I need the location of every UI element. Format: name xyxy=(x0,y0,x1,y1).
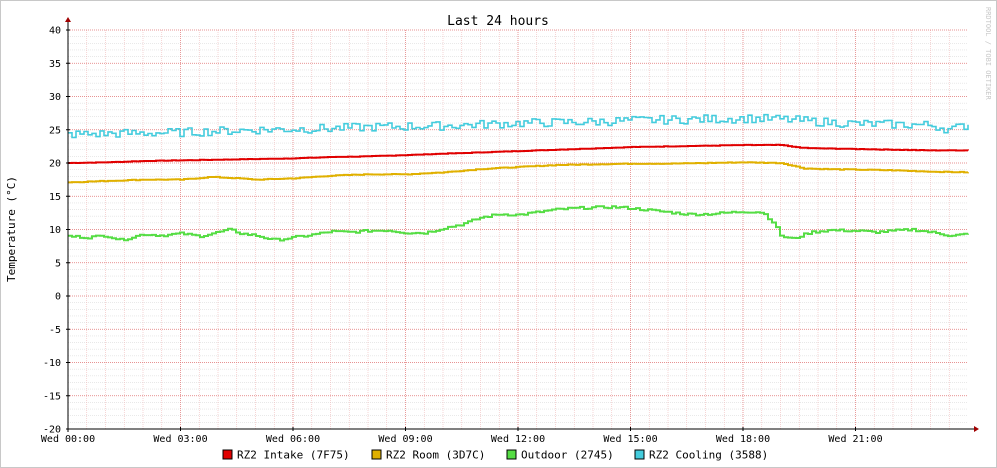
series-line-2 xyxy=(68,161,969,184)
y-tick-label: -5 xyxy=(49,325,61,336)
y-tick-label: 25 xyxy=(49,125,61,136)
x-tick-label: Wed 00:00 xyxy=(41,434,95,445)
y-tick-label: 40 xyxy=(49,26,61,37)
legend-swatch-1 xyxy=(222,449,233,460)
y-axis-label: Temperature (°C) xyxy=(5,176,18,282)
rrdtool-watermark: RRDTOOL / TOBI OETIKER xyxy=(984,7,992,101)
y-tick-label: 15 xyxy=(49,192,61,203)
y-tick-label: 35 xyxy=(49,59,61,70)
y-tick-label: -20 xyxy=(43,425,61,436)
legend-swatch-3 xyxy=(506,449,517,460)
series-layer xyxy=(68,113,969,242)
series-line-3 xyxy=(68,205,969,242)
x-tick-label: Wed 18:00 xyxy=(716,434,770,445)
x-tick-label: Wed 12:00 xyxy=(491,434,545,445)
x-axis-arrow xyxy=(974,426,979,432)
x-tick-label: Wed 06:00 xyxy=(266,434,320,445)
x-tick-label: Wed 09:00 xyxy=(378,434,432,445)
y-tick-label: 30 xyxy=(49,92,61,103)
series-line-4 xyxy=(68,113,969,139)
y-tick-label: -15 xyxy=(43,391,61,402)
legend-label-3: Outdoor (2745) xyxy=(521,449,614,462)
y-tick-label: 10 xyxy=(49,225,61,236)
series-line-1 xyxy=(68,143,969,164)
x-tick-label: Wed 21:00 xyxy=(828,434,882,445)
legend-label-2: RZ2 Room (3D7C) xyxy=(386,449,485,462)
x-tick-label: Wed 15:00 xyxy=(603,434,657,445)
y-tick-label: 20 xyxy=(49,159,61,170)
y-tick-label: -10 xyxy=(43,358,61,369)
chart-axes xyxy=(65,17,979,432)
legend-swatch-2 xyxy=(371,449,382,460)
chart-title: Last 24 hours xyxy=(447,14,549,29)
chart-legend: RZ2 Intake (7F75) RZ2 Room (3D7C) Outdoor … xyxy=(222,449,768,462)
y-axis-arrow xyxy=(65,17,71,22)
chart-grid xyxy=(67,29,968,430)
legend-swatch-4 xyxy=(634,449,645,460)
x-tick-label: Wed 03:00 xyxy=(153,434,207,445)
legend-label-4: RZ2 Cooling (3588) xyxy=(649,449,768,462)
legend-label-1: RZ2 Intake (7F75) xyxy=(237,449,350,462)
y-tick-label: 0 xyxy=(55,292,61,303)
y-tick-label: 5 xyxy=(55,258,61,269)
